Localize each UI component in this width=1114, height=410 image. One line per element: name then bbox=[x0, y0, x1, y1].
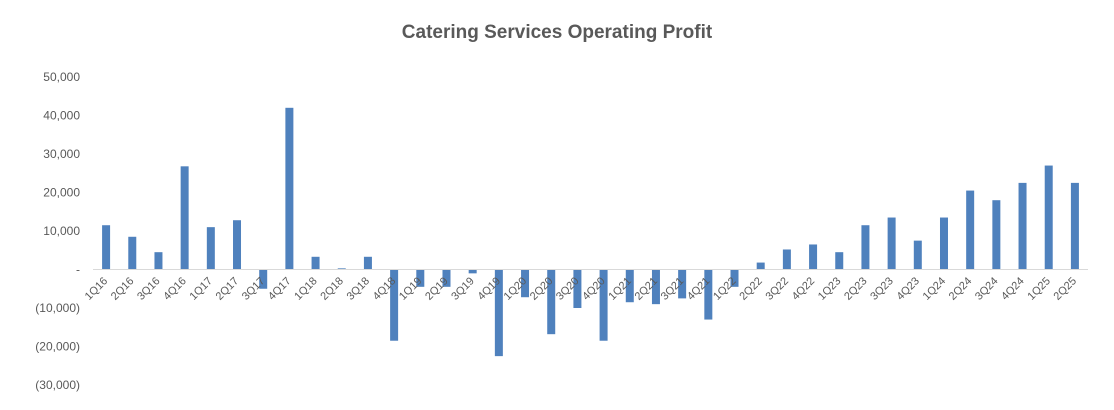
y-tick-label: (30,000) bbox=[35, 378, 80, 392]
bar bbox=[547, 269, 556, 335]
x-tick-label: 2Q22 bbox=[737, 275, 765, 303]
bar bbox=[494, 269, 503, 357]
bar bbox=[678, 269, 687, 299]
y-tick-label: 30,000 bbox=[43, 147, 80, 161]
x-tick-label: 3Q16 bbox=[135, 275, 163, 303]
x-tick-label: 1Q17 bbox=[187, 275, 215, 303]
bar bbox=[966, 190, 975, 270]
bar bbox=[913, 240, 922, 270]
x-tick-label: 4Q24 bbox=[999, 275, 1027, 303]
y-tick-label: 20,000 bbox=[43, 186, 80, 200]
bar bbox=[1018, 182, 1027, 270]
bar bbox=[102, 225, 111, 270]
x-tick-label: 3Q23 bbox=[868, 275, 896, 303]
bar bbox=[573, 269, 582, 308]
bar bbox=[311, 256, 320, 270]
bar bbox=[468, 269, 477, 274]
x-tick-label: 2Q23 bbox=[842, 275, 870, 303]
x-tick-label: 4Q16 bbox=[161, 275, 189, 303]
bar bbox=[835, 252, 844, 270]
bar bbox=[285, 107, 294, 270]
bar bbox=[756, 262, 765, 270]
x-tick-label: 1Q25 bbox=[1025, 275, 1053, 303]
bar bbox=[1044, 165, 1053, 270]
bar bbox=[992, 200, 1001, 270]
y-axis-tick-labels: 50,000 40,000 30,000 20,000 10,000 - (10,000) (… bbox=[35, 70, 80, 392]
x-tick-label: 1Q23 bbox=[816, 275, 844, 303]
y-tick-label: 10,000 bbox=[43, 224, 80, 238]
x-tick-label: 3Q18 bbox=[345, 275, 373, 303]
bar bbox=[939, 217, 948, 270]
x-tick-label: 1Q16 bbox=[83, 275, 111, 303]
bar bbox=[704, 269, 713, 320]
bar bbox=[861, 225, 870, 270]
bars bbox=[102, 107, 1079, 357]
x-tick-label: 2Q16 bbox=[109, 275, 137, 303]
bar bbox=[337, 268, 346, 270]
bar bbox=[1070, 182, 1079, 270]
bar bbox=[782, 249, 791, 270]
x-tick-label: 3Q19 bbox=[449, 275, 477, 303]
bar bbox=[625, 269, 634, 303]
bar bbox=[180, 166, 189, 270]
y-tick-label: (10,000) bbox=[35, 301, 80, 315]
x-tick-label: 4Q23 bbox=[894, 275, 922, 303]
y-tick-label: 50,000 bbox=[43, 70, 80, 84]
x-tick-label: 2Q25 bbox=[1052, 275, 1080, 303]
x-tick-label: 4Q22 bbox=[790, 275, 818, 303]
bar bbox=[730, 269, 739, 287]
x-tick-label: 1Q18 bbox=[292, 275, 320, 303]
bar bbox=[128, 236, 137, 270]
bar bbox=[259, 269, 268, 289]
x-tick-label: 3Q24 bbox=[973, 275, 1001, 303]
x-tick-label: 2Q18 bbox=[318, 275, 346, 303]
bar bbox=[521, 269, 530, 298]
chart-title: Catering Services Operating Profit bbox=[401, 22, 713, 43]
bar bbox=[651, 269, 660, 305]
bar bbox=[809, 244, 818, 270]
y-tick-label: (20,000) bbox=[35, 340, 80, 354]
x-tick-label: 2Q17 bbox=[214, 275, 242, 303]
x-tick-label: 4Q17 bbox=[266, 275, 294, 303]
x-tick-label: 2Q24 bbox=[947, 275, 975, 303]
bar bbox=[599, 269, 608, 341]
bar bbox=[206, 227, 215, 270]
y-tick-label: - bbox=[76, 263, 80, 277]
x-tick-label: 1Q24 bbox=[921, 275, 949, 303]
bar bbox=[233, 220, 242, 270]
x-tick-label: 3Q22 bbox=[764, 275, 792, 303]
bar bbox=[363, 256, 372, 270]
bar bbox=[416, 269, 425, 287]
bar bbox=[390, 269, 399, 341]
bar bbox=[154, 252, 163, 270]
y-tick-label: 40,000 bbox=[43, 109, 80, 123]
bar bbox=[887, 217, 896, 270]
bar bbox=[442, 269, 451, 287]
